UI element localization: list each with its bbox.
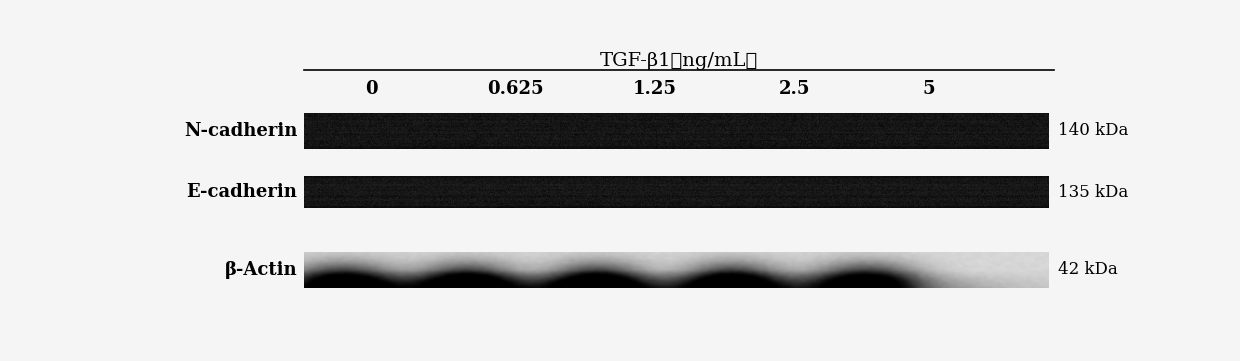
Text: E-cadherin: E-cadherin: [186, 183, 298, 201]
Text: TGF-β1（ng/mL）: TGF-β1（ng/mL）: [600, 52, 758, 70]
Text: 1.25: 1.25: [632, 80, 677, 98]
Text: 2.5: 2.5: [779, 80, 810, 98]
Text: 0.625: 0.625: [487, 80, 543, 98]
Text: 0: 0: [365, 80, 377, 98]
Text: β-Actin: β-Actin: [224, 261, 298, 279]
Text: 135 kDa: 135 kDa: [1058, 183, 1128, 200]
Text: N-cadherin: N-cadherin: [184, 122, 298, 140]
Text: 140 kDa: 140 kDa: [1058, 122, 1128, 139]
Text: 5: 5: [923, 80, 935, 98]
Text: 42 kDa: 42 kDa: [1058, 261, 1118, 278]
